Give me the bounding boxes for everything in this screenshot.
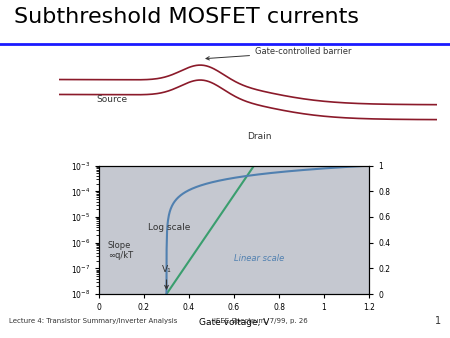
Text: IEEE Spectrum, 7/99, p. 26: IEEE Spectrum, 7/99, p. 26	[214, 318, 308, 324]
Text: 1: 1	[435, 316, 441, 326]
Text: Log scale: Log scale	[148, 223, 191, 233]
Text: V₁: V₁	[162, 265, 171, 289]
Text: Source-drain current, mA/µm: Source-drain current, mA/µm	[392, 172, 398, 288]
X-axis label: Gate voltage, V: Gate voltage, V	[199, 318, 269, 327]
Text: Lecture 4: Transistor Summary/Inverter Analysis: Lecture 4: Transistor Summary/Inverter A…	[9, 318, 177, 324]
Text: Slope
∞q/kT: Slope ∞q/kT	[108, 241, 133, 260]
Text: Source: Source	[96, 95, 127, 103]
Text: Source-drain current, A/µm: Source-drain current, A/µm	[66, 176, 72, 284]
Text: Linear scale: Linear scale	[234, 254, 284, 263]
Text: Drain: Drain	[248, 132, 272, 142]
Text: Subthreshold MOSFET currents: Subthreshold MOSFET currents	[14, 6, 359, 27]
Text: Gate-controlled barrier: Gate-controlled barrier	[206, 47, 351, 60]
